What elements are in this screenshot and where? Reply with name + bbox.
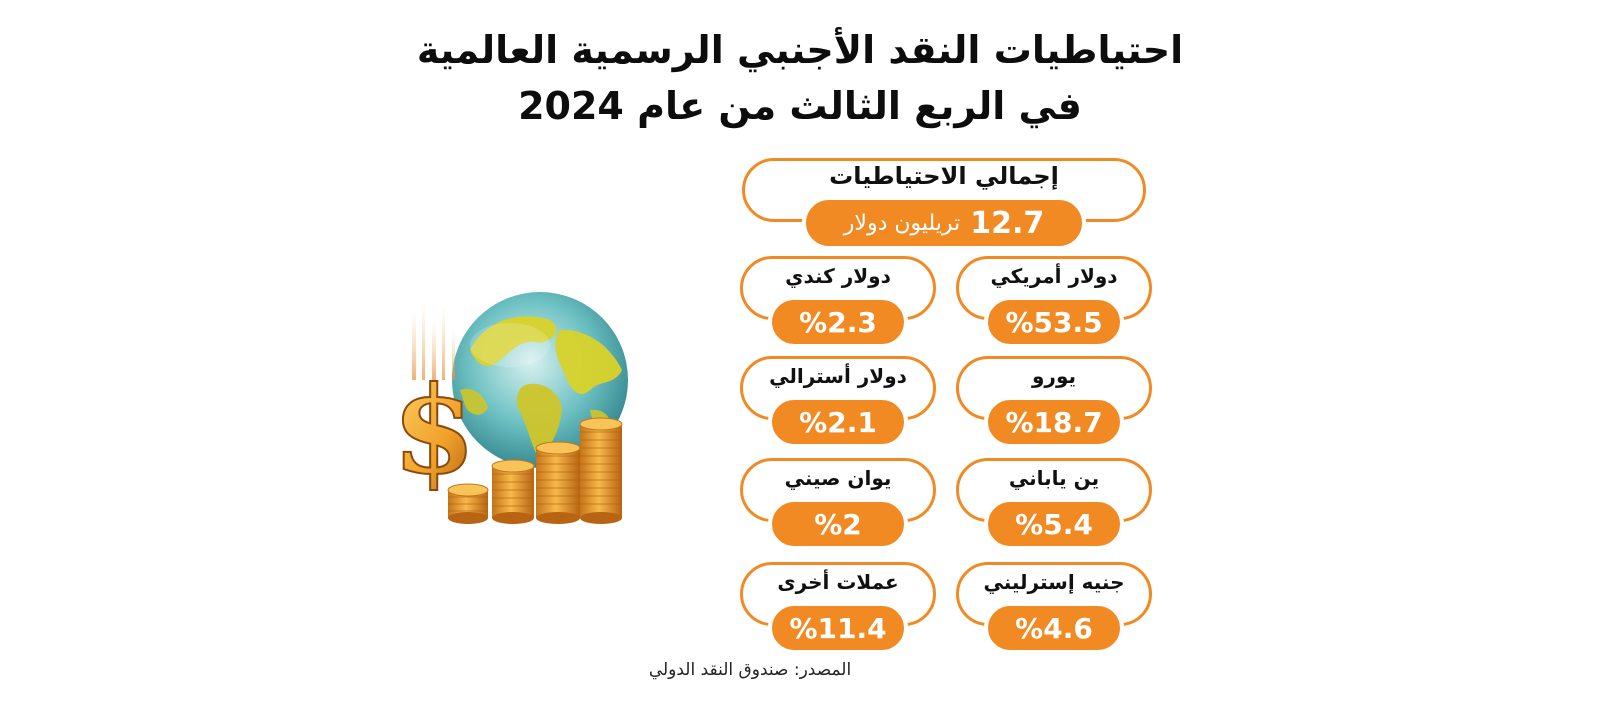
falling-streaks [412, 300, 455, 380]
globe-money-illustration: $ [400, 292, 628, 524]
currency-card-gbp: جنيه إسترليني %4.6 [956, 562, 1152, 654]
currency-card-other: عملات أخرى %11.4 [740, 562, 936, 654]
currency-name: دولار أسترالي [769, 364, 907, 388]
currency-card-usd: دولار أمريكي %53.5 [956, 256, 1152, 348]
total-reserves-pill: 12.7 تريليون دولار [802, 196, 1086, 250]
currency-name: جنيه إسترليني [983, 570, 1125, 594]
currency-card-aud: دولار أسترالي %2.1 [740, 356, 936, 448]
dollar-sign-icon: $ [400, 359, 477, 502]
currency-name: عملات أخرى [777, 570, 899, 594]
total-reserves-card: إجمالي الاحتياطيات 12.7 تريليون دولار [742, 158, 1146, 250]
coin-stack-icon [447, 417, 623, 524]
total-reserves-value: 12.7 [970, 205, 1045, 241]
currency-share: %4.6 [984, 602, 1124, 654]
currency-name: دولار كندي [785, 264, 891, 288]
total-reserves-unit: تريليون دولار [843, 210, 961, 236]
currency-share: %2.3 [768, 296, 908, 348]
title-line-2: في الربع الثالث من عام 2024 [518, 84, 1082, 128]
currency-card-cad: دولار كندي %2.3 [740, 256, 936, 348]
currency-share: %18.7 [984, 396, 1124, 448]
total-reserves-label: إجمالي الاحتياطيات [829, 162, 1059, 190]
currency-card-jpy: ين ياباني %5.4 [956, 458, 1152, 550]
currency-card-cny: يوان صيني %2 [740, 458, 936, 550]
currency-share: %53.5 [984, 296, 1124, 348]
currency-share: %11.4 [768, 602, 908, 654]
currency-name: دولار أمريكي [990, 264, 1118, 288]
page-title: احتياطيات النقد الأجنبي الرسمية العالمية… [300, 22, 1300, 134]
currency-name: ين ياباني [1008, 466, 1100, 490]
title-line-1: احتياطيات النقد الأجنبي الرسمية العالمية [416, 28, 1184, 72]
currency-name: يورو [1032, 364, 1076, 388]
currency-share: %2 [768, 498, 908, 550]
source-note: المصدر: صندوق النقد الدولي [648, 660, 852, 680]
currency-share: %5.4 [984, 498, 1124, 550]
currency-name: يوان صيني [784, 466, 892, 490]
currency-card-eur: يورو %18.7 [956, 356, 1152, 448]
svg-text:$: $ [400, 360, 476, 501]
currency-share: %2.1 [768, 396, 908, 448]
